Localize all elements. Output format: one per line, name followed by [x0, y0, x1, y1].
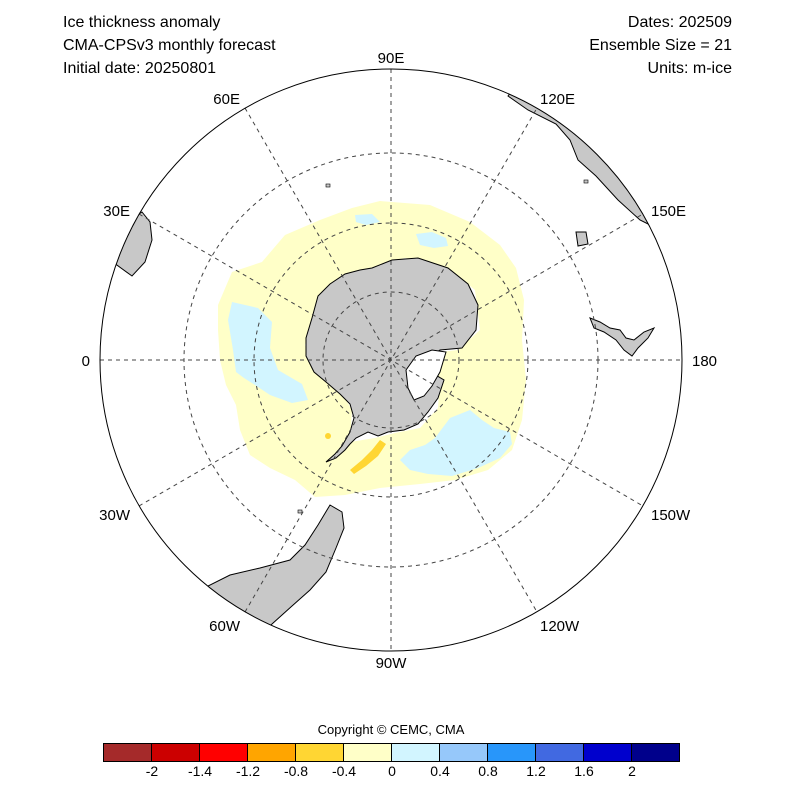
- anomaly-spot-negative: [325, 433, 331, 439]
- lon-label-90e: 90E: [378, 50, 405, 67]
- lon-label-30e: 30E: [103, 203, 130, 220]
- copyright: Copyright © CEMC, CMA: [317, 722, 465, 737]
- lon-label-60w: 60W: [209, 618, 241, 635]
- colorbar-swatch: [104, 744, 152, 761]
- africa: [109, 211, 153, 277]
- colorbar-tick-label: 1.2: [526, 763, 546, 779]
- colorbar-tick-label: -1.2: [235, 763, 261, 779]
- units: Units: m-ice: [647, 60, 732, 77]
- colorbar-tick-label: -2: [145, 763, 159, 779]
- island: [297, 509, 303, 514]
- lon-label-150e: 150E: [651, 203, 686, 220]
- colorbar-ticks: -2 -1.4 -1.2 -0.8 -0.4 0 0.4 0.8 1.2 1.6 2: [0, 763, 800, 783]
- colorbar-tick-label: -1.4: [187, 763, 213, 779]
- lon-label-0: 0: [82, 353, 90, 370]
- colorbar-swatch: [440, 744, 488, 761]
- island: [325, 183, 331, 188]
- colorbar-tick-label: 0.4: [430, 763, 450, 779]
- map-title: Ice thickness anomaly: [63, 14, 221, 31]
- forecast-dates: Dates: 202509: [627, 14, 732, 31]
- colorbar: [103, 743, 680, 762]
- colorbar-swatch: [152, 744, 200, 761]
- lon-label-180: 180: [692, 353, 717, 370]
- colorbar-swatch: [632, 744, 679, 761]
- colorbar-tick-label: 0.8: [478, 763, 498, 779]
- ensemble-size: Ensemble Size = 21: [589, 37, 732, 54]
- lon-label-90w: 90W: [376, 655, 408, 672]
- colorbar-tick-label: 1.6: [574, 763, 594, 779]
- colorbar-swatch: [584, 744, 632, 761]
- model-name: CMA-CPSv3 monthly forecast: [63, 37, 276, 54]
- colorbar-swatch: [488, 744, 536, 761]
- lon-label-120e: 120E: [540, 91, 575, 108]
- header-left: Ice thickness anomaly CMA-CPSv3 monthly …: [63, 11, 276, 80]
- anomaly-region-positive-ross: [400, 410, 512, 476]
- colorbar-tick-label: 2: [628, 763, 636, 779]
- colorbar-tick-label: 0: [388, 763, 396, 779]
- south-america: [139, 504, 345, 651]
- colorbar-swatch: [248, 744, 296, 761]
- new-zealand: [589, 317, 656, 357]
- anomaly-region-positive-west: [228, 302, 308, 403]
- colorbar-swatch: [536, 744, 584, 761]
- lon-label-120w: 120W: [540, 618, 580, 635]
- island: [583, 179, 589, 184]
- anomaly-region-positive-north-small: [355, 214, 380, 225]
- colorbar-swatch: [344, 744, 392, 761]
- colorbar-tick-label: -0.8: [283, 763, 309, 779]
- lon-label-150w: 150W: [651, 507, 691, 524]
- colorbar-tick-label: -0.4: [331, 763, 357, 779]
- lon-label-30w: 30W: [99, 507, 131, 524]
- tasmania: [575, 231, 589, 247]
- colorbar-swatch: [200, 744, 248, 761]
- colorbar-swatch: [392, 744, 440, 761]
- initial-date: Initial date: 20250801: [63, 60, 217, 77]
- anomaly-region-negative-peninsula: [350, 440, 386, 474]
- colorbar-swatch: [296, 744, 344, 761]
- longitude-labels: 90E 120E 150E 180 150W 120W 90W 60W 30W …: [82, 50, 717, 672]
- anomaly-region-positive-north: [416, 232, 448, 248]
- lon-label-60e: 60E: [213, 91, 240, 108]
- map-boundary: [99, 68, 683, 652]
- header-right: Dates: 202509 Ensemble Size = 21 Units: …: [589, 11, 732, 80]
- meridians: [100, 69, 682, 651]
